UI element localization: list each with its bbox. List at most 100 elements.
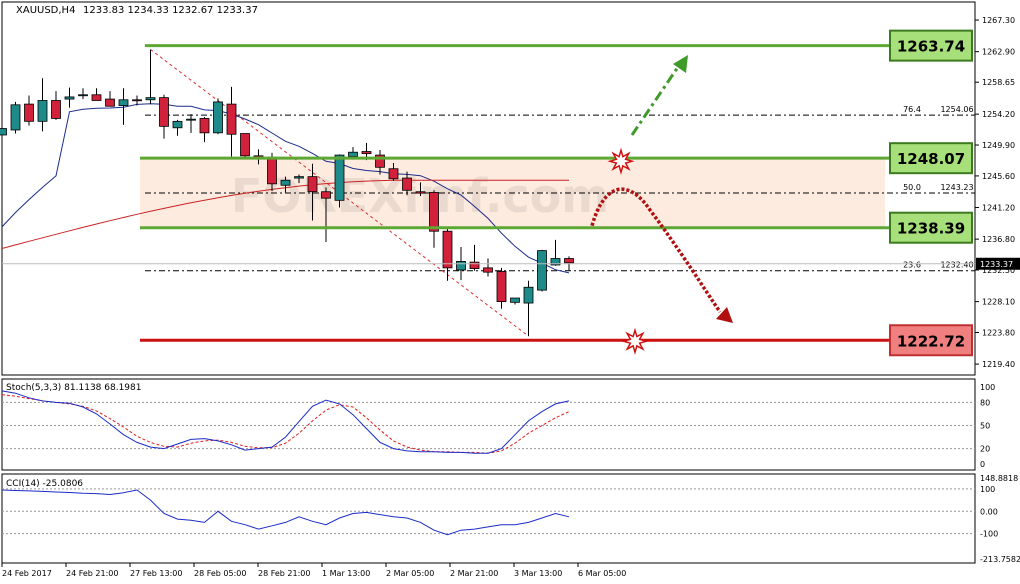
cci-panel: 148.8818 100 0.00 -100 -213.7582 CCI(14) -25.… <box>1 474 1020 564</box>
candle-body <box>51 100 61 119</box>
fib-level-label: 50.0 <box>903 183 921 192</box>
candle-body <box>415 191 426 194</box>
chart-symbol: XAUUSD,H4 <box>16 5 75 16</box>
price-tick-label: 1258.65 <box>982 78 1015 87</box>
candle-body <box>496 271 507 303</box>
fib-level-label: 23.6 <box>903 261 921 270</box>
fib-price-label: 1254.06 <box>940 105 973 114</box>
price-axis: 1267.30 1262.90 1258.65 1254.20 1249.90 1245.… <box>975 16 1020 369</box>
current-price-label: 1233.37 <box>980 260 1013 269</box>
level-value: 1263.74 <box>897 38 965 56</box>
price-tick-label: 1236.80 <box>982 235 1015 244</box>
candle-body <box>348 151 358 157</box>
candle-body <box>132 99 142 102</box>
time-tick-label: 2 Mar 05:00 <box>386 569 434 578</box>
candle-body <box>523 286 534 304</box>
fib-level-label: 76.4 <box>903 105 921 114</box>
price-tick-label: 1241.20 <box>982 204 1015 213</box>
candle-body <box>91 94 102 101</box>
level-box-1238.39 <box>889 211 973 244</box>
cci-tick-label: 0.00 <box>980 507 998 516</box>
stoch-tick-label: 50 <box>980 422 990 431</box>
target-burst <box>621 327 649 355</box>
level-box-1263.74 <box>889 29 973 62</box>
stoch-tick-label: 0 <box>980 460 985 469</box>
price-tick-label: 1223.80 <box>982 328 1015 337</box>
stoch-label: Stoch(5,3,3) 81.1138 68.1981 <box>6 383 141 393</box>
cci-tick-label: -100 <box>980 530 998 539</box>
cci-line <box>1 489 570 536</box>
time-tick-label: 1 Mar 13:00 <box>322 569 370 578</box>
candle-body <box>105 98 115 107</box>
price-tick-label: 1249.90 <box>982 141 1015 150</box>
level-value: 1238.39 <box>897 220 965 238</box>
candle-body <box>64 96 75 100</box>
level-box-1248.07 <box>889 142 973 175</box>
current-price-tag <box>976 257 1020 270</box>
candle-body <box>510 297 520 303</box>
candle-body <box>280 179 291 186</box>
fib-diagonal <box>150 49 529 337</box>
level-value: 1222.72 <box>897 332 965 350</box>
stoch-tick-label: 100 <box>980 383 995 392</box>
stochastic-panel: 100 80 50 20 0 Stoch(5,3,3) 81.1138 68.1981 <box>1 383 995 469</box>
panel-frames <box>1 1 976 564</box>
candle-body <box>0 128 7 136</box>
candle-body <box>361 151 372 155</box>
candle-body <box>10 104 21 131</box>
price-tick-label: 1245.60 <box>982 172 1015 181</box>
candle-body <box>442 230 453 269</box>
price-tick-label: 1228.10 <box>982 298 1015 307</box>
candle-body <box>199 118 210 134</box>
candle-body <box>159 97 169 127</box>
price-tick-label: 1262.90 <box>982 48 1015 57</box>
candle-body <box>172 120 183 129</box>
chart-ohlc: 1233.83 1234.33 1232.67 1233.37 <box>83 5 258 16</box>
candle-body <box>213 101 223 134</box>
candle-body <box>267 156 277 185</box>
time-tick-label: 24 Feb 2017 <box>2 569 52 578</box>
cci-tick-label: -213.7582 <box>980 555 1020 564</box>
blue-moving-average <box>1 103 570 274</box>
level-box-1222.72 <box>889 324 973 357</box>
candle-body <box>118 99 129 106</box>
price-tick-label: 1219.40 <box>982 360 1015 369</box>
candle-body <box>294 176 304 179</box>
candle-body <box>469 261 480 269</box>
candles-layer <box>0 49 574 337</box>
candle-body <box>537 250 547 291</box>
time-tick-label: 27 Feb 13:00 <box>130 569 182 578</box>
price-tick-label: 1232.50 <box>982 266 1015 275</box>
stoch-tick-label: 80 <box>980 398 990 407</box>
fib-price-label: 1243.23 <box>940 183 973 192</box>
candle-body <box>145 97 156 101</box>
time-tick-label: 2 Mar 21:00 <box>450 569 498 578</box>
candle-body <box>483 267 493 273</box>
candle-body <box>388 168 399 180</box>
candle-body <box>375 154 385 168</box>
candle-body <box>37 100 48 122</box>
candle-body <box>456 260 466 271</box>
candle-body <box>307 176 318 193</box>
time-tick-label: 24 Feb 21:00 <box>66 569 118 578</box>
bullish-arrow-line <box>630 63 682 136</box>
candle-body <box>429 192 439 232</box>
breakout-burst <box>607 147 635 175</box>
bearish-arrow-path <box>590 187 722 313</box>
time-tick-label: 6 Mar 05:00 <box>578 569 626 578</box>
stoch-tick-label: 20 <box>980 445 990 454</box>
stoch-panel-frame <box>1 378 976 471</box>
candle-body <box>564 258 574 264</box>
candle-body <box>334 154 345 201</box>
stoch-signal-line <box>1 394 570 454</box>
candle-body <box>240 133 250 157</box>
candle-body <box>186 118 196 121</box>
cci-tick-label: 148.8818 <box>980 474 1018 483</box>
cci-panel-frame <box>1 473 976 564</box>
candle-body <box>78 94 88 97</box>
candle-body <box>402 177 412 191</box>
candle-body <box>321 191 331 199</box>
time-tick-label: 28 Feb 21:00 <box>258 569 310 578</box>
bearish-arrow-head <box>716 307 733 323</box>
